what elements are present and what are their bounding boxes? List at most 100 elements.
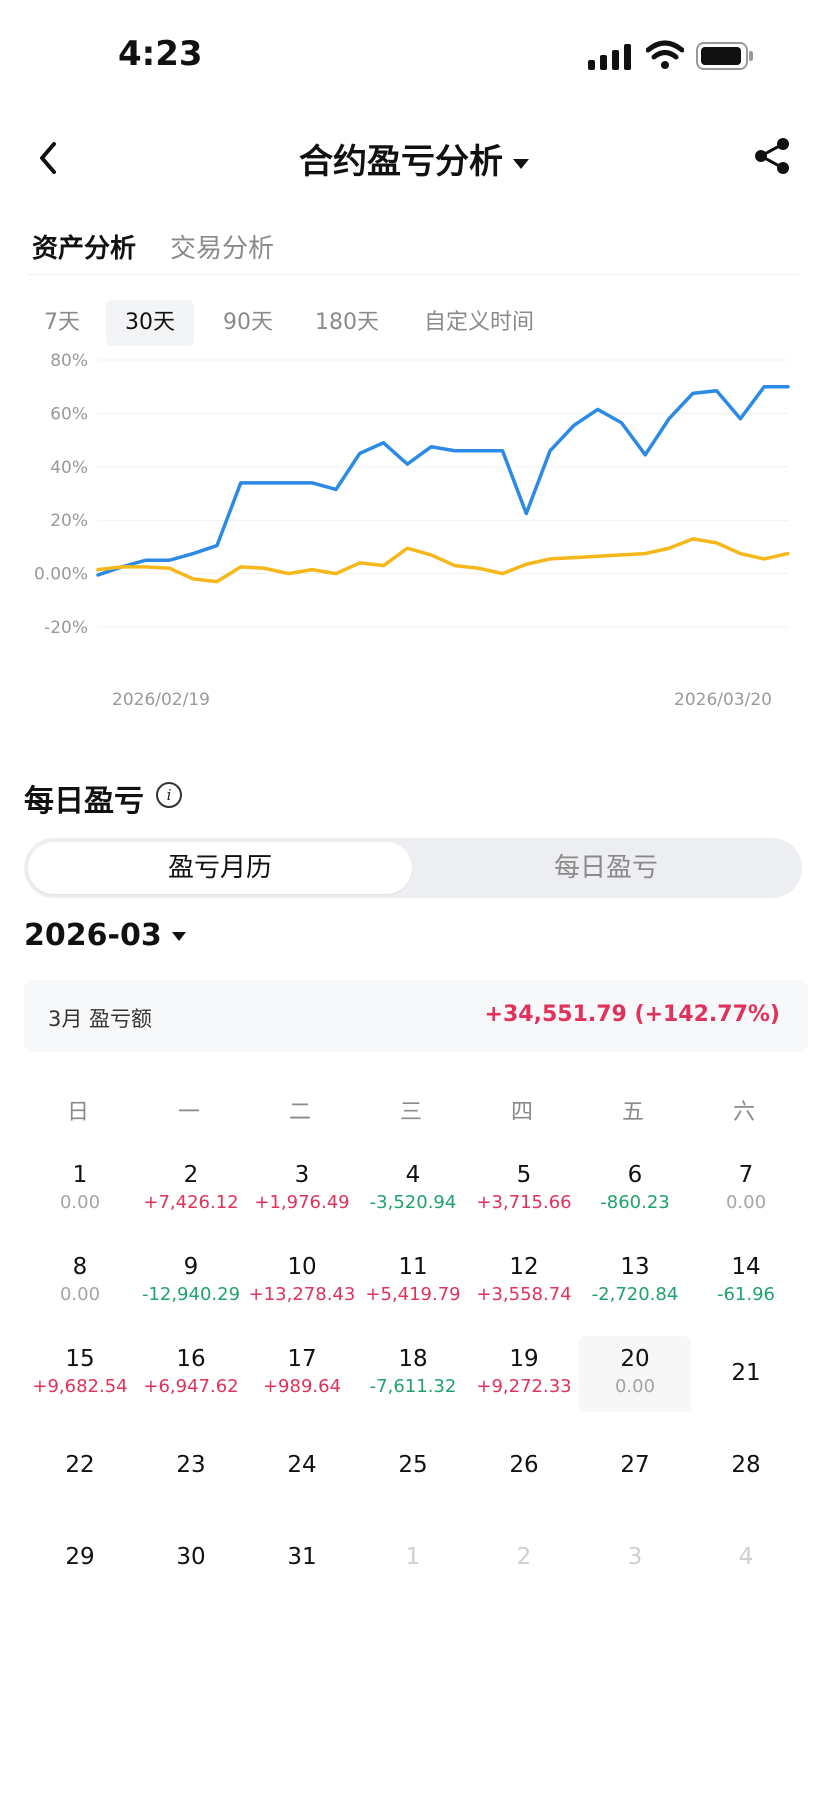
calendar-day[interactable]: 4 -3,520.94 bbox=[357, 1152, 469, 1228]
calendar-day[interactable]: 21 bbox=[690, 1336, 802, 1412]
y-tick-label: 80% bbox=[50, 352, 88, 371]
y-tick-label: -20% bbox=[44, 618, 88, 638]
day-number: 30 bbox=[176, 1544, 206, 1570]
day-pnl-value: +989.64 bbox=[262, 1376, 342, 1397]
day-number: 28 bbox=[731, 1452, 761, 1478]
calendar-day[interactable]: 28 bbox=[690, 1428, 802, 1504]
day-number: 29 bbox=[65, 1544, 95, 1570]
day-number: 12 bbox=[509, 1254, 539, 1280]
period-custom[interactable]: 自定义时间 bbox=[423, 310, 534, 335]
calendar-day[interactable]: 26 bbox=[468, 1428, 580, 1504]
weekday-label: 六 bbox=[732, 1100, 755, 1125]
y-tick-label: 40% bbox=[50, 458, 88, 478]
calendar-day[interactable]: 31 bbox=[246, 1520, 358, 1596]
day-pnl-value: -3,520.94 bbox=[369, 1192, 457, 1213]
toggle-daily[interactable]: 每日盈亏 bbox=[553, 853, 658, 883]
calendar-day[interactable]: 11 +5,419.79 bbox=[357, 1244, 469, 1320]
x-tick-label: 2026/03/20 bbox=[674, 690, 772, 710]
day-number: 26 bbox=[509, 1452, 539, 1478]
day-number: 1 bbox=[405, 1544, 421, 1570]
period-180d[interactable]: 180天 bbox=[315, 310, 379, 335]
page-title[interactable]: 合约盈亏分析 bbox=[0, 134, 828, 183]
calendar-day[interactable]: 6 -860.23 bbox=[579, 1152, 691, 1228]
month-text: 2026-03 bbox=[24, 918, 162, 953]
day-number: 1 bbox=[72, 1162, 88, 1188]
caret-down-icon bbox=[513, 158, 529, 169]
calendar-day[interactable]: 24 bbox=[246, 1428, 358, 1504]
day-number: 10 bbox=[287, 1254, 317, 1280]
y-tick-label: 20% bbox=[50, 511, 88, 531]
weekday-label: 四 bbox=[510, 1100, 533, 1125]
back-arrow-icon[interactable] bbox=[34, 138, 64, 178]
calendar-day[interactable]: 22 bbox=[24, 1428, 136, 1504]
calendar-day: 4 bbox=[690, 1520, 802, 1596]
calendar-day[interactable]: 17 +989.64 bbox=[246, 1336, 358, 1412]
day-number: 9 bbox=[183, 1254, 199, 1280]
share-icon[interactable] bbox=[752, 136, 792, 176]
calendar-day[interactable]: 2 +7,426.12 bbox=[135, 1152, 247, 1228]
calendar-day[interactable]: 1 0.00 bbox=[24, 1152, 136, 1228]
y-tick-label: 60% bbox=[50, 404, 88, 424]
calendar-day[interactable]: 10 +13,278.43 bbox=[246, 1244, 358, 1320]
day-pnl-value: 0.00 bbox=[59, 1284, 101, 1305]
calendar-day[interactable]: 29 bbox=[24, 1520, 136, 1596]
day-number: 19 bbox=[509, 1346, 539, 1372]
tab-asset-analysis[interactable]: 资产分析 bbox=[32, 234, 137, 264]
day-number: 3 bbox=[294, 1162, 310, 1188]
day-number: 14 bbox=[731, 1254, 761, 1280]
x-tick-label: 2026/02/19 bbox=[112, 690, 210, 710]
day-number: 25 bbox=[398, 1452, 428, 1478]
day-pnl-value: +6,947.62 bbox=[143, 1376, 239, 1397]
day-number: 21 bbox=[731, 1360, 761, 1386]
day-pnl-value: +9,272.33 bbox=[476, 1376, 572, 1397]
day-pnl-value: +3,558.74 bbox=[476, 1284, 572, 1305]
day-number: 2 bbox=[183, 1162, 199, 1188]
info-icon[interactable]: i bbox=[156, 782, 182, 808]
weekday-label: 日 bbox=[66, 1100, 89, 1125]
wifi-icon bbox=[646, 40, 684, 69]
day-number: 22 bbox=[65, 1452, 95, 1478]
period-90d[interactable]: 90天 bbox=[223, 310, 273, 335]
month-selector[interactable]: 2026-03 bbox=[24, 918, 186, 953]
tab-divider bbox=[28, 274, 798, 275]
period-7d[interactable]: 7天 bbox=[44, 310, 80, 335]
calendar-day[interactable]: 16 +6,947.62 bbox=[135, 1336, 247, 1412]
day-pnl-value: -2,720.84 bbox=[591, 1284, 679, 1305]
weekday-label: 五 bbox=[621, 1100, 644, 1125]
summary-value: +34,551.79 (+142.77%) bbox=[484, 1002, 780, 1027]
day-number: 8 bbox=[72, 1254, 88, 1280]
day-number: 4 bbox=[738, 1544, 754, 1570]
day-pnl-value: +7,426.12 bbox=[143, 1192, 239, 1213]
calendar-day[interactable]: 13 -2,720.84 bbox=[579, 1244, 691, 1320]
day-number: 3 bbox=[627, 1544, 643, 1570]
calendar-day[interactable]: 30 bbox=[135, 1520, 247, 1596]
calendar-day[interactable]: 14 -61.96 bbox=[690, 1244, 802, 1320]
calendar-day[interactable]: 8 0.00 bbox=[24, 1244, 136, 1320]
calendar-day[interactable]: 9 -12,940.29 bbox=[135, 1244, 247, 1320]
calendar-day[interactable]: 19 +9,272.33 bbox=[468, 1336, 580, 1412]
calendar-day[interactable]: 27 bbox=[579, 1428, 691, 1504]
calendar-day[interactable]: 5 +3,715.66 bbox=[468, 1152, 580, 1228]
calendar-day[interactable]: 23 bbox=[135, 1428, 247, 1504]
day-pnl-value: +3,715.66 bbox=[476, 1192, 572, 1213]
month-summary bbox=[24, 980, 808, 1052]
calendar-day[interactable]: 7 0.00 bbox=[690, 1152, 802, 1228]
day-number: 24 bbox=[287, 1452, 317, 1478]
period-30d[interactable]: 30天 bbox=[106, 300, 194, 346]
day-pnl-value: 0.00 bbox=[725, 1192, 767, 1213]
day-number: 31 bbox=[287, 1544, 317, 1570]
day-pnl-value: 0.00 bbox=[59, 1192, 101, 1213]
calendar-day[interactable]: 18 -7,611.32 bbox=[357, 1336, 469, 1412]
day-pnl-value: 0.00 bbox=[614, 1376, 656, 1397]
calendar-day[interactable]: 15 +9,682.54 bbox=[24, 1336, 136, 1412]
calendar-day[interactable]: 20 0.00 bbox=[579, 1336, 691, 1412]
toggle-calendar[interactable]: 盈亏月历 bbox=[28, 842, 412, 894]
tab-trade-analysis[interactable]: 交易分析 bbox=[170, 234, 275, 264]
series-line-1 bbox=[96, 537, 790, 584]
calendar-day[interactable]: 12 +3,558.74 bbox=[468, 1244, 580, 1320]
calendar-day: 2 bbox=[468, 1520, 580, 1596]
calendar-day[interactable]: 25 bbox=[357, 1428, 469, 1504]
day-number: 4 bbox=[405, 1162, 421, 1188]
weekday-label: 三 bbox=[399, 1100, 422, 1125]
calendar-day[interactable]: 3 +1,976.49 bbox=[246, 1152, 358, 1228]
